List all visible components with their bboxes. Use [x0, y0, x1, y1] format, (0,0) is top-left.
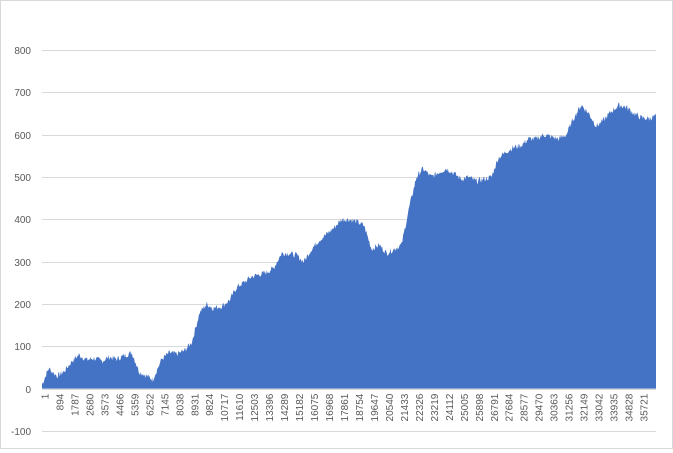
x-axis-ticks: 1 894 1787 2680 3573 4466 5359 6252 7145 8038 8931… [41, 393, 651, 421]
x-tick-label: 2680 [85, 393, 96, 416]
y-tick-label: 800 [14, 46, 31, 57]
x-tick-label: 18754 [355, 393, 366, 421]
x-tick-label: 7145 [160, 393, 171, 416]
x-tick-label: 6252 [145, 393, 156, 416]
x-tick-label: 24112 [445, 393, 456, 421]
x-tick-label: 20540 [385, 393, 396, 421]
x-tick-label: 33935 [610, 393, 621, 421]
x-tick-label: 33042 [595, 393, 606, 421]
x-tick-label: 5359 [130, 393, 141, 416]
x-tick-label: 11610 [235, 393, 246, 421]
x-tick-label: 27684 [505, 393, 516, 421]
x-tick-label: 8038 [175, 393, 186, 416]
x-tick-label: 14289 [280, 393, 291, 421]
y-tick-label: 0 [25, 385, 31, 396]
x-tick-label: 23219 [430, 393, 441, 421]
y-tick-label: 400 [14, 215, 31, 226]
y-tick-label: 500 [14, 173, 31, 184]
x-tick-label: 28577 [520, 393, 531, 421]
x-tick-label: 26791 [490, 393, 501, 421]
x-tick-label: 16968 [325, 393, 336, 421]
y-tick-label: 600 [14, 131, 31, 142]
x-tick-label: 4466 [115, 393, 126, 416]
x-tick-label: 29470 [535, 393, 546, 421]
x-tick-label: 13396 [265, 393, 276, 421]
x-tick-label: 25898 [475, 393, 486, 421]
x-tick-label: 15182 [295, 393, 306, 421]
y-tick-label: 700 [14, 88, 31, 99]
x-tick-label: 3573 [100, 393, 111, 416]
x-tick-label: 21433 [400, 393, 411, 421]
x-tick-label: 34828 [625, 393, 636, 421]
x-tick-label: 1787 [70, 393, 81, 416]
y-axis-ticks: -100 0 100 200 300 400 500 600 700 800 [11, 46, 31, 438]
x-tick-label: 894 [55, 393, 66, 410]
x-tick-label: 19647 [370, 393, 381, 421]
x-tick-label: 31256 [565, 393, 576, 421]
x-tick-label: 17861 [340, 393, 351, 421]
x-tick-label: 16075 [310, 393, 321, 421]
x-tick-label: 12503 [250, 393, 261, 421]
x-tick-label: 25005 [460, 393, 471, 421]
x-tick-label: 9824 [205, 393, 216, 416]
x-tick-label: 1 [41, 393, 52, 399]
y-tick-label: 100 [14, 342, 31, 353]
x-tick-label: 8931 [190, 393, 201, 416]
series-area-fill [42, 102, 656, 389]
x-tick-label: 32149 [580, 393, 591, 421]
series-area [42, 102, 656, 389]
y-tick-label: 200 [14, 300, 31, 311]
x-tick-label: 22326 [415, 393, 426, 421]
x-tick-label: 10717 [220, 393, 231, 421]
x-tick-label: 35721 [640, 393, 651, 421]
y-tick-label: 300 [14, 258, 31, 269]
x-tick-label: 30363 [550, 393, 561, 421]
y-tick-label: -100 [11, 427, 31, 438]
